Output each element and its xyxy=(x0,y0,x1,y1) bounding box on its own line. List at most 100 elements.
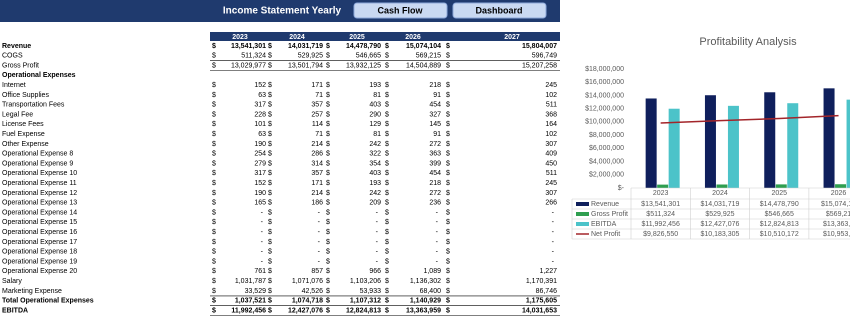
currency: $ xyxy=(385,92,389,99)
column-header-band xyxy=(210,32,560,41)
cell: 42,526 xyxy=(302,288,324,295)
row-label: Operational Expense 18 xyxy=(2,249,77,256)
currency: $ xyxy=(212,53,216,60)
cell: 129 xyxy=(369,121,381,128)
cell: 317 xyxy=(254,102,266,109)
currency: $ xyxy=(326,53,330,60)
row-label: License Fees xyxy=(2,121,44,128)
cell: 165 xyxy=(254,200,266,207)
button-label[interactable]: Dashboard xyxy=(475,5,522,15)
cell: - xyxy=(261,209,264,216)
line xyxy=(660,114,839,124)
cell: 12,427,076 xyxy=(288,307,323,314)
cell: 63 xyxy=(258,131,266,138)
legend-swatch xyxy=(576,222,589,226)
cell: 71 xyxy=(315,131,323,138)
data-label: $13,363,9 xyxy=(823,221,850,228)
currency: $ xyxy=(385,131,389,138)
x-tick-label: 2023 xyxy=(653,190,669,197)
column-header: 2027 xyxy=(504,34,520,41)
x-tick-label: 2024 xyxy=(712,190,728,197)
currency: $ xyxy=(326,180,330,187)
currency: $ xyxy=(446,141,450,148)
y-tick-label: $- xyxy=(618,185,625,192)
row-label: Operational Expenses xyxy=(2,72,76,79)
cell: 245 xyxy=(545,180,557,187)
cell: - xyxy=(376,229,379,236)
currency: $ xyxy=(385,278,389,285)
x-tick-label: 2025 xyxy=(771,190,787,197)
currency: $ xyxy=(268,160,272,167)
bar xyxy=(727,105,739,188)
currency: $ xyxy=(212,43,216,50)
currency: $ xyxy=(446,180,450,187)
button[interactable] xyxy=(452,2,547,19)
data-label: $10,510,172 xyxy=(760,231,799,238)
currency: $ xyxy=(212,239,216,246)
currency: $ xyxy=(212,298,216,305)
button[interactable] xyxy=(353,2,448,19)
currency: $ xyxy=(446,200,450,207)
currency: $ xyxy=(268,278,272,285)
cell: 327 xyxy=(429,111,441,118)
currency: $ xyxy=(385,298,389,305)
currency: $ xyxy=(446,82,450,89)
row-label: Operational Expense 10 xyxy=(2,170,77,177)
currency: $ xyxy=(326,141,330,148)
cell: - xyxy=(318,258,321,265)
currency: $ xyxy=(446,111,450,118)
currency: $ xyxy=(326,62,330,69)
column-header: 2025 xyxy=(349,34,365,41)
y-tick-label: $12,000,000 xyxy=(585,106,624,113)
cell: 81 xyxy=(373,92,381,99)
cell: 357 xyxy=(311,102,323,109)
cell: 13,541,301 xyxy=(231,43,266,50)
cell: 228 xyxy=(254,111,266,118)
currency: $ xyxy=(446,268,450,275)
cell: - xyxy=(376,239,379,246)
currency: $ xyxy=(326,249,330,256)
cell: 279 xyxy=(254,160,266,167)
cell: - xyxy=(318,209,321,216)
cell: 454 xyxy=(429,102,441,109)
cell: 218 xyxy=(429,180,441,187)
cell: 53,933 xyxy=(360,288,382,295)
cell: - xyxy=(552,249,555,256)
button-label[interactable]: Cash Flow xyxy=(377,5,423,15)
cell: 1,103,206 xyxy=(350,278,381,285)
cell: 193 xyxy=(369,82,381,89)
cell: 193 xyxy=(369,180,381,187)
currency: $ xyxy=(268,298,272,305)
cell: 242 xyxy=(369,141,381,148)
currency: $ xyxy=(212,288,216,295)
currency: $ xyxy=(212,131,216,138)
currency: $ xyxy=(446,209,450,216)
cell: 102 xyxy=(545,131,557,138)
currency: $ xyxy=(385,121,389,128)
currency: $ xyxy=(446,53,450,60)
cell: 403 xyxy=(369,170,381,177)
data-label: $12,824,813 xyxy=(760,221,799,228)
cell: 1,175,605 xyxy=(526,298,557,305)
currency: $ xyxy=(385,229,389,236)
cell: 14,031,653 xyxy=(522,307,557,314)
currency: $ xyxy=(268,268,272,275)
currency: $ xyxy=(385,102,389,109)
currency: $ xyxy=(385,111,389,118)
cell: 145 xyxy=(429,121,441,128)
cell: - xyxy=(552,239,555,246)
cell: 368 xyxy=(545,111,557,118)
cell: - xyxy=(436,209,439,216)
cell: 164 xyxy=(545,121,557,128)
y-tick-label: $16,000,000 xyxy=(585,79,624,86)
currency: $ xyxy=(446,62,450,69)
cell: - xyxy=(318,219,321,226)
bar xyxy=(787,103,799,188)
currency: $ xyxy=(268,307,272,314)
cell: 363 xyxy=(429,151,441,158)
cell: 317 xyxy=(254,170,266,177)
cell: - xyxy=(436,239,439,246)
cell: - xyxy=(318,239,321,246)
row-label: Internet xyxy=(2,82,26,89)
